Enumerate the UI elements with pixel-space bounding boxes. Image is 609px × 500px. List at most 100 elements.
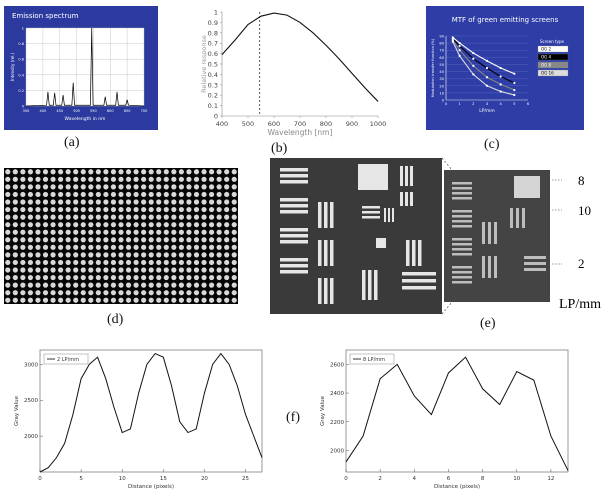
grid-hole <box>96 252 101 257</box>
grid-hole <box>217 260 222 265</box>
grid-hole <box>35 215 40 220</box>
grid-hole <box>73 275 78 280</box>
grid-hole <box>232 275 237 280</box>
grid-hole <box>73 169 78 174</box>
grid-hole <box>103 184 108 189</box>
grid-hole <box>103 283 108 288</box>
x-tick-label: 20 <box>201 476 208 482</box>
grid-hole <box>156 169 161 174</box>
x-tick-label: 2 <box>378 476 382 482</box>
grid-hole <box>73 207 78 212</box>
grid-hole <box>141 275 146 280</box>
grid-hole <box>186 290 191 295</box>
target-bar <box>376 238 386 248</box>
grid-hole <box>111 237 116 242</box>
target-bar <box>280 198 308 202</box>
grid-hole <box>96 260 101 265</box>
x-tick-label: 350 <box>23 109 30 113</box>
grid-hole <box>209 298 214 303</box>
target-bar <box>330 240 334 266</box>
target-bar <box>452 182 472 185</box>
legend-label: OG 2 <box>541 47 552 52</box>
y-axis-label: Gray Value <box>320 395 326 426</box>
grid-hole <box>58 199 63 204</box>
grid-hole <box>73 215 78 220</box>
grid-hole <box>111 207 116 212</box>
grid-hole <box>96 215 101 220</box>
grid-hole <box>5 215 10 220</box>
grid-hole <box>164 184 169 189</box>
target-bar <box>400 192 403 206</box>
grid-hole <box>13 290 18 295</box>
grid-hole <box>43 275 48 280</box>
grid-hole <box>133 199 138 204</box>
grid-hole <box>186 222 191 227</box>
grid-hole <box>20 177 25 182</box>
x-tick-label: 500 <box>73 109 80 113</box>
grid-hole <box>28 222 33 227</box>
grid-hole <box>171 237 176 242</box>
x-tick-label: 1 <box>459 102 461 106</box>
mtf-series-marker <box>459 55 461 57</box>
grid-hole <box>81 245 86 250</box>
grid-hole <box>194 283 199 288</box>
target-bar <box>452 187 472 190</box>
grid-hole <box>73 245 78 250</box>
grid-hole <box>201 283 206 288</box>
grid-hole <box>179 215 184 220</box>
grid-hole <box>13 298 18 303</box>
grid-hole <box>5 184 10 189</box>
grid-hole <box>201 237 206 242</box>
grid-hole <box>13 199 18 204</box>
grid-hole <box>232 222 237 227</box>
grid-hole <box>232 177 237 182</box>
x-tick-label: 550 <box>90 109 97 113</box>
target-bar <box>362 211 380 214</box>
grid-hole <box>43 199 48 204</box>
target-bar <box>280 264 308 268</box>
grid-hole <box>35 252 40 257</box>
x-tick-label: 4 <box>413 476 417 482</box>
target-bar <box>280 204 308 208</box>
grid-hole <box>81 222 86 227</box>
legend-label: 8 LP/mm <box>363 357 385 363</box>
grid-hole <box>73 260 78 265</box>
target-bar <box>280 228 308 232</box>
grid-hole <box>111 184 116 189</box>
grid-hole <box>179 199 184 204</box>
grid-hole <box>194 237 199 242</box>
target-bar <box>494 256 497 278</box>
grid-hole <box>103 260 108 265</box>
grid-hole <box>194 192 199 197</box>
x-tick-label: 600 <box>268 120 280 128</box>
grid-hole <box>141 184 146 189</box>
grid-hole <box>201 207 206 212</box>
grid-hole <box>141 215 146 220</box>
grid-hole <box>209 222 214 227</box>
x-tick-label: 6 <box>527 102 530 106</box>
grid-hole <box>88 283 93 288</box>
target-bar <box>452 215 472 218</box>
grid-hole <box>156 260 161 265</box>
x-tick-label: 10 <box>513 476 520 482</box>
grid-hole <box>149 207 154 212</box>
grid-hole <box>5 252 10 257</box>
grid-hole <box>43 222 48 227</box>
grid-hole <box>28 192 33 197</box>
grid-hole <box>224 192 229 197</box>
target-bar <box>514 176 540 198</box>
y-tick-label: 0.2 <box>208 92 218 100</box>
grid-hole <box>232 169 237 174</box>
zoom-connector-bottom <box>442 302 452 314</box>
grid-hole <box>149 260 154 265</box>
grid-hole <box>224 230 229 235</box>
grid-hole <box>179 184 184 189</box>
grid-hole <box>156 290 161 295</box>
grid-hole <box>201 169 206 174</box>
grid-hole <box>28 245 33 250</box>
grid-hole <box>103 230 108 235</box>
grid-hole <box>186 192 191 197</box>
grid-hole <box>103 252 108 257</box>
